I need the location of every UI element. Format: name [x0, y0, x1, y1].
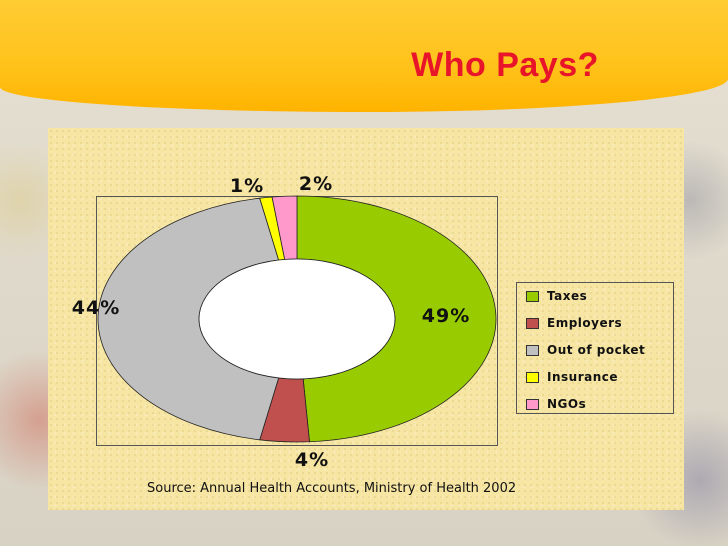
legend-swatch	[526, 317, 539, 329]
data-label-employers: 4%	[295, 449, 329, 471]
legend-item-taxes: Taxes	[526, 288, 587, 304]
legend-swatch	[526, 398, 539, 410]
legend-label: Out of pocket	[547, 343, 646, 357]
legend-item-ngos: NGOs	[526, 396, 586, 412]
slide-title: Who Pays?	[411, 46, 599, 84]
source-note: Source: Annual Health Accounts, Ministry…	[147, 481, 517, 496]
data-label-ngos: 2%	[299, 173, 333, 195]
data-label-insurance: 1%	[230, 175, 264, 197]
legend-swatch	[526, 344, 539, 356]
header-band	[0, 0, 728, 112]
legend-item-out-of-pocket: Out of pocket	[526, 342, 645, 358]
legend-label: Taxes	[547, 289, 588, 303]
data-label-taxes: 49%	[422, 305, 470, 327]
legend-label: Insurance	[547, 370, 619, 384]
legend-label: NGOs	[547, 397, 587, 411]
legend-label: Employers	[547, 316, 623, 330]
data-label-out-of-pocket: 44%	[72, 297, 120, 319]
legend: Taxes Employers Out of pocket Insurance NGOs	[516, 282, 674, 414]
doughnut-hole	[198, 258, 396, 380]
legend-swatch	[526, 371, 539, 383]
legend-swatch	[526, 290, 539, 302]
legend-item-employers: Employers	[526, 315, 622, 331]
legend-item-insurance: Insurance	[526, 369, 618, 385]
